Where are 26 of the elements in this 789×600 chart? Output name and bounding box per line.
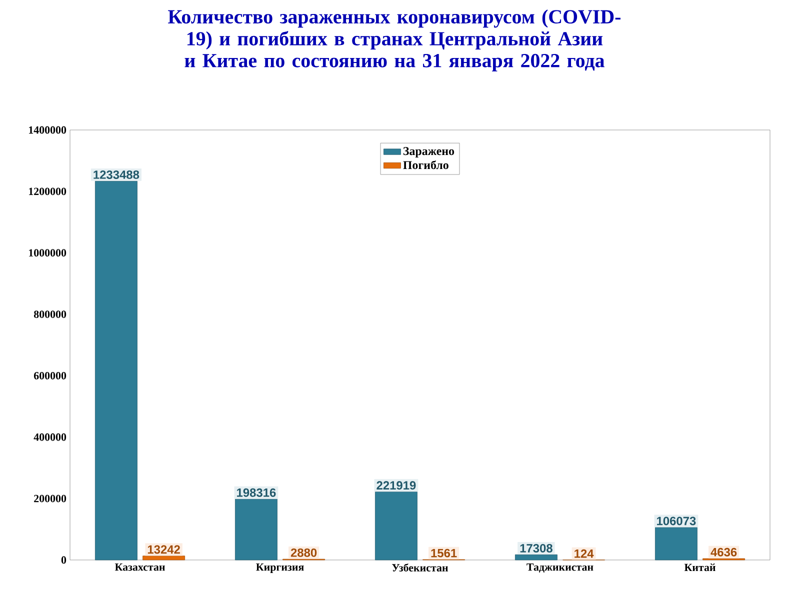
y-tick-label: 200000 bbox=[34, 494, 66, 502]
x-tick-label: Узбекистан bbox=[392, 564, 448, 572]
x-tick-label: Казахстан bbox=[114, 564, 165, 571]
y-tick-label: 0 bbox=[61, 556, 66, 564]
data-label: 17308 bbox=[520, 544, 552, 552]
data-label: 13242 bbox=[148, 545, 180, 554]
y-tick-label: 1400000 bbox=[29, 126, 66, 134]
y-tick-label: 1200000 bbox=[29, 188, 66, 196]
y-tick-label: 600000 bbox=[34, 372, 66, 380]
data-label: 221919 bbox=[376, 481, 416, 490]
data-label: 106073 bbox=[657, 516, 696, 526]
data-label: 1233488 bbox=[94, 170, 140, 179]
data-label: 1561 bbox=[431, 548, 457, 558]
legend-label: Заражено bbox=[403, 147, 454, 158]
x-tick-label: Таджикистан bbox=[526, 564, 594, 573]
data-label: 2880 bbox=[290, 548, 317, 557]
chart-title: Количество зараженных коронавирусом (COVID-19) и погибших в странах Центральной Азии и Китае по состоянию на 31 января 2022 года bbox=[168, 10, 621, 72]
data-label: 124 bbox=[574, 549, 594, 558]
y-tick-label: 400000 bbox=[34, 433, 66, 441]
y-tick-label: 1000000 bbox=[29, 249, 66, 257]
x-tick-label: Киргизия bbox=[256, 564, 304, 574]
x-tick-label: Китай bbox=[684, 564, 716, 572]
data-label: 198316 bbox=[237, 488, 276, 497]
y-tick-label: 800000 bbox=[34, 310, 66, 318]
legend-label: Погибло bbox=[403, 160, 448, 170]
data-label: 4636 bbox=[710, 548, 737, 556]
